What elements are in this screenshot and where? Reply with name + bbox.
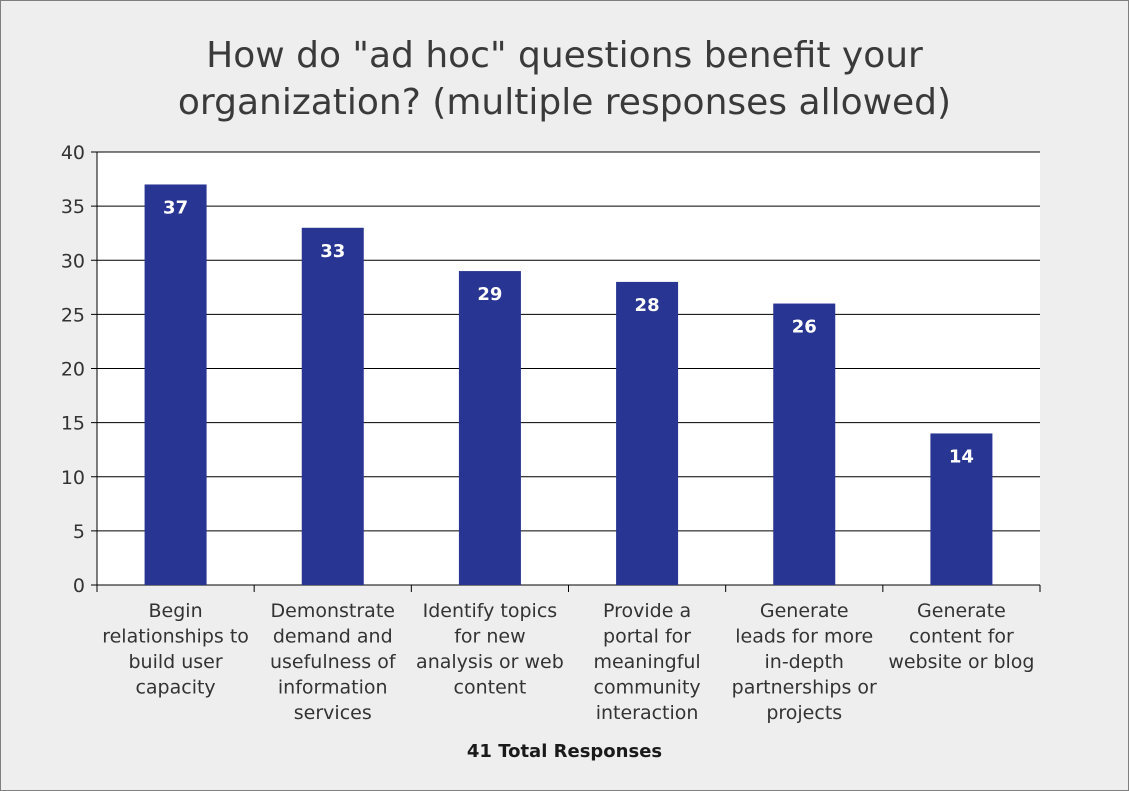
x-category-label-line: website or blog (888, 651, 1034, 673)
x-category-label: Generate leads for more in-depth partnershi… (732, 600, 877, 724)
x-category-label: Begin relationships to build user capacity (102, 600, 249, 699)
x-category-label-line: content for (909, 626, 1014, 648)
y-tick-label: 35 (61, 196, 85, 218)
x-category-label-line: meaningful (593, 651, 700, 673)
x-category-label-line: relationships to (102, 626, 249, 648)
x-category-label-line: demand and (273, 626, 393, 648)
x-category-label-line: partnerships or (732, 677, 877, 699)
bar (458, 271, 521, 585)
y-tick-label: 5 (73, 521, 85, 543)
x-category-label-line: for new (454, 626, 525, 648)
chart-title-line-1: How do "ad hoc" questions benefit your (206, 35, 923, 76)
x-category-label-line: Generate (917, 600, 1006, 622)
x-category-label-line: content (454, 677, 527, 699)
data-label: 14 (949, 446, 974, 467)
x-category-label-line: Provide a (603, 600, 691, 622)
y-tick-label: 10 (61, 467, 85, 489)
x-category-label-line: community (594, 677, 701, 699)
y-tick-label: 25 (61, 304, 85, 326)
y-tick-label: 40 (61, 142, 85, 164)
x-category-label-line: build user (128, 651, 222, 673)
x-category-label-line: Generate (760, 600, 849, 622)
x-category-label-line: usefulness of (270, 651, 397, 673)
x-category-label: Generate content for website or blog (888, 600, 1034, 673)
x-category-label-line: projects (766, 702, 842, 724)
y-tick-label: 15 (61, 413, 85, 435)
chart-title: How do "ad hoc" questions benefit your o… (0, 32, 1129, 126)
x-category-label-line: analysis or web (416, 651, 564, 673)
bar (930, 433, 993, 585)
y-tick-label: 20 (61, 359, 85, 381)
data-label: 37 (163, 197, 188, 218)
bar (144, 184, 207, 585)
x-category-label-line: interaction (596, 702, 699, 724)
data-label: 29 (477, 284, 502, 305)
x-category-label-line: portal for (603, 626, 691, 648)
x-category-label: Provide a portal for meaningful community in… (593, 600, 700, 724)
y-tick-label: 30 (61, 250, 85, 272)
data-label: 28 (635, 295, 660, 316)
bar (616, 281, 679, 585)
x-category-label-line: in-depth (765, 651, 844, 673)
bar (301, 227, 364, 585)
x-category-label-line: services (294, 702, 372, 724)
x-category-label-line: Begin (149, 600, 203, 622)
y-tick-label: 0 (73, 575, 85, 597)
x-category-label: Demonstrate demand and usefulness of inform… (270, 600, 397, 724)
x-axis-label: 41 Total Responses (466, 741, 663, 762)
x-category-label-line: Demonstrate (271, 600, 395, 622)
x-category-label-line: Identify topics (423, 600, 558, 622)
bar (773, 303, 836, 585)
x-category-label-line: information (278, 677, 388, 699)
x-category-label-line: leads for more (735, 626, 873, 648)
x-category-label-line: capacity (135, 677, 215, 699)
chart-title-line-2: organization? (multiple responses allowe… (177, 82, 952, 123)
data-label: 26 (792, 317, 817, 338)
x-category-label: Identify topics for new analysis or web con… (416, 600, 564, 699)
data-label: 33 (320, 241, 345, 262)
